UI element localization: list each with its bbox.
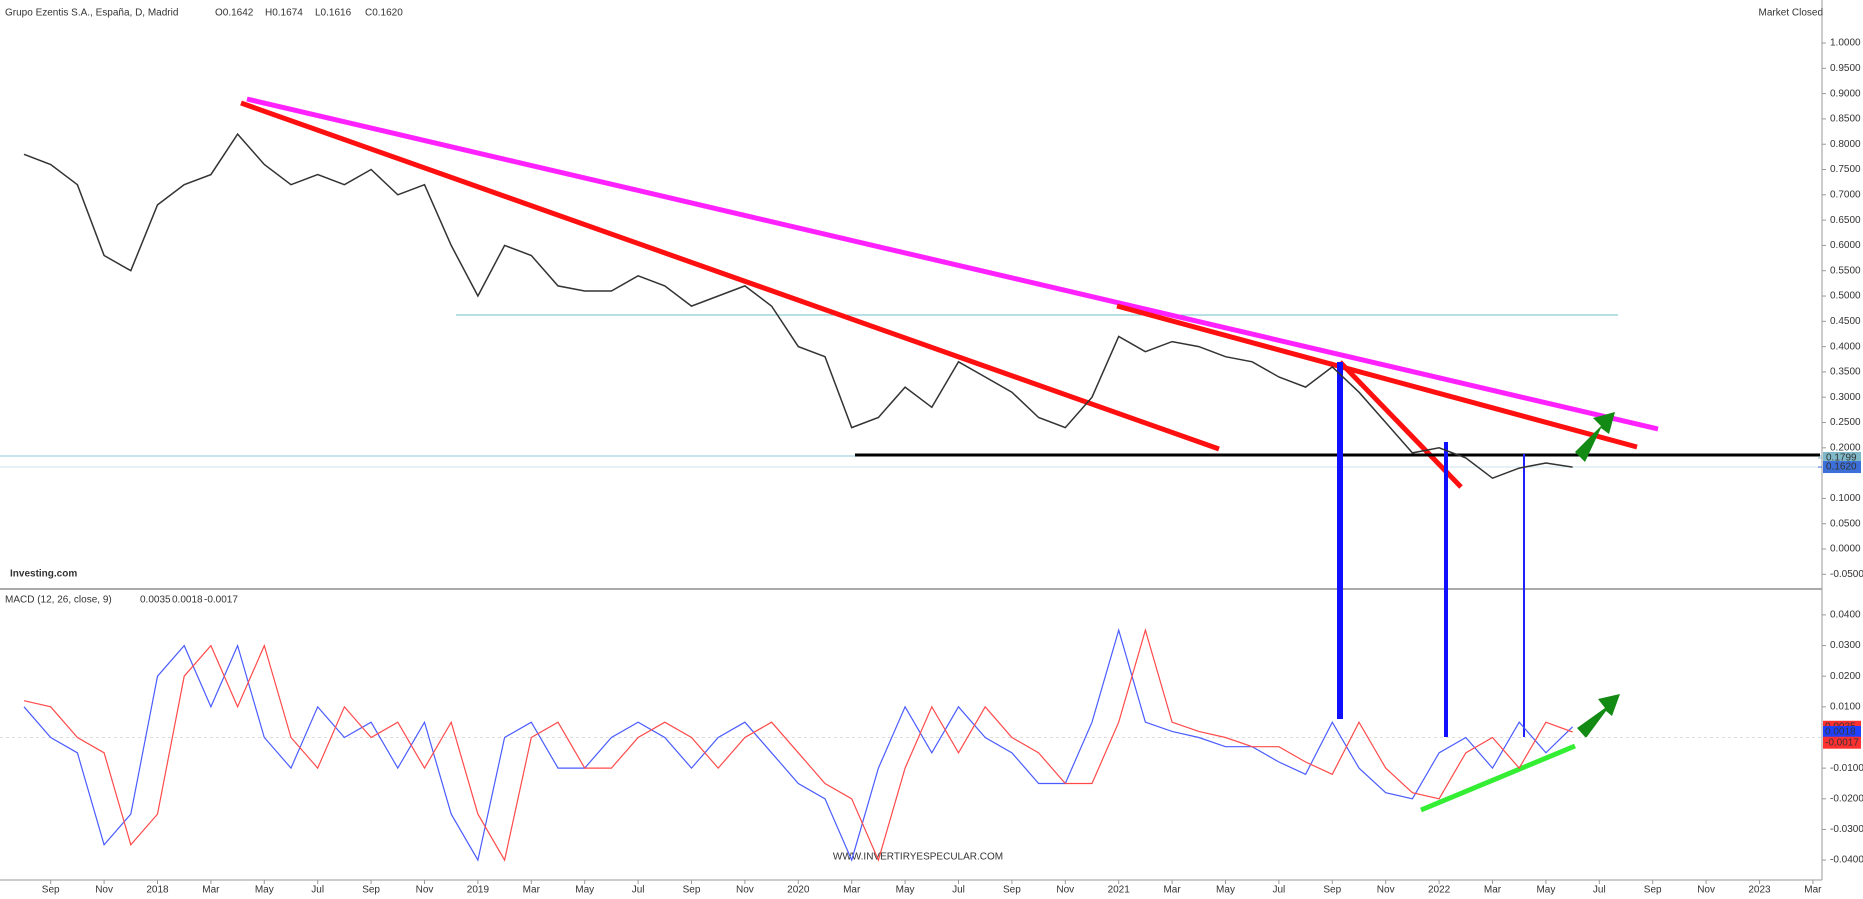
y-tick-label: 0.6000 [1830, 240, 1861, 251]
x-tick-label: Jul [311, 885, 324, 896]
y-tick-label: 1.0000 [1830, 38, 1861, 49]
x-tick-label: Mar [523, 885, 541, 896]
chart-title: Grupo Ezentis S.A., España, D, Madrid [5, 8, 178, 19]
x-tick-label: 2021 [1108, 885, 1131, 896]
indicator-line [23, 628, 1574, 862]
x-tick-label: Mar [1163, 885, 1181, 896]
legend-value: 0.0018 [172, 595, 203, 606]
y-tick-label: 0.0200 [1830, 671, 1861, 682]
ohlc-value: O0.1642 [215, 8, 254, 19]
x-tick-label: Sep [683, 885, 701, 896]
trend-line [1116, 303, 1638, 450]
y-tick-label: 0.2000 [1830, 442, 1861, 453]
x-tick-label: Sep [1644, 885, 1662, 896]
y-tick-label: 0.5000 [1830, 291, 1861, 302]
indicator-title: MACD (12, 26, close, 9) [5, 595, 112, 606]
y-tick-label: 0.4500 [1830, 316, 1861, 327]
x-tick-label: Mar [202, 885, 220, 896]
x-tick-label: May [1216, 885, 1235, 896]
y-tick-label: 0.0000 [1830, 544, 1861, 555]
x-tick-label: Jul [952, 885, 965, 896]
x-tick-label: Mar [1484, 885, 1502, 896]
trend-line [1420, 743, 1576, 813]
x-tick-label: Nov [416, 885, 434, 896]
trend-line [246, 96, 1659, 432]
x-tick-label: Nov [1056, 885, 1074, 896]
value-tag [1823, 736, 1861, 749]
x-tick-label: Jul [1593, 885, 1606, 896]
x-tick-label: 2023 [1748, 885, 1771, 896]
value-tag-label: 0.1620 [1826, 462, 1857, 473]
x-tick-label: Sep [1003, 885, 1021, 896]
ohlc-value: H0.1674 [265, 8, 303, 19]
y-tick-label: 0.1000 [1830, 493, 1861, 504]
y-tick-label: 0.9000 [1830, 88, 1861, 99]
x-tick-label: Jul [1273, 885, 1286, 896]
legend-value: 0.0035 [140, 595, 171, 606]
x-tick-label: Sep [362, 885, 380, 896]
y-tick-label: -0.0400 [1830, 855, 1863, 866]
y-tick-label: 0.3500 [1830, 367, 1861, 378]
y-tick-label: 0.8000 [1830, 139, 1861, 150]
value-tag [1823, 461, 1861, 474]
x-tick-label: Nov [1377, 885, 1395, 896]
y-tick-label: -0.0100 [1830, 763, 1863, 774]
y-tick-label: 0.7000 [1830, 189, 1861, 200]
brand: Investing.com [10, 569, 77, 580]
y-tick-label: 0.2500 [1830, 417, 1861, 428]
y-tick-label: 0.8500 [1830, 114, 1861, 125]
x-tick-label: Sep [1323, 885, 1341, 896]
y-tick-label: 0.0500 [1830, 518, 1861, 529]
x-tick-label: May [896, 885, 915, 896]
ohlc-value: C0.1620 [365, 8, 403, 19]
x-tick-label: May [575, 885, 594, 896]
arrow [1575, 412, 1615, 462]
price-line [23, 132, 1573, 480]
y-tick-label: 0.5500 [1830, 265, 1861, 276]
value-tag [1823, 451, 1861, 464]
y-tick-label: 0.6500 [1830, 215, 1861, 226]
y-tick-label: -0.0200 [1830, 793, 1863, 804]
y-tick-label: 0.0100 [1830, 701, 1861, 712]
x-tick-label: May [1536, 885, 1555, 896]
value-tag-label: 0.1799 [1826, 453, 1857, 464]
x-tick-label: Mar [843, 885, 861, 896]
x-tick-label: Sep [42, 885, 60, 896]
value-tag-label: -0.0017 [1825, 737, 1859, 748]
trend-line [1338, 360, 1463, 489]
trend-line [240, 100, 1220, 452]
y-tick-label: -0.0300 [1830, 824, 1863, 835]
y-tick-label: 0.0300 [1830, 640, 1861, 651]
y-tick-label: -0.0500 [1830, 569, 1863, 580]
y-tick-label: 0.9500 [1830, 63, 1861, 74]
indicator-line [23, 628, 1573, 862]
x-tick-label: Jul [632, 885, 645, 896]
x-tick-label: 2019 [467, 885, 490, 896]
x-tick-label: 2022 [1428, 885, 1451, 896]
y-tick-label: 0.0400 [1830, 610, 1861, 621]
x-tick-label: May [255, 885, 274, 896]
y-tick-label: 0.7500 [1830, 164, 1861, 175]
y-tick-label: 0.3000 [1830, 392, 1861, 403]
arrow [1577, 694, 1620, 738]
x-tick-label: Nov [95, 885, 113, 896]
x-tick-label: 2018 [146, 885, 169, 896]
x-tick-label: Nov [1697, 885, 1715, 896]
watermark: WWW.INVERTIRYESPECULAR.COM [833, 852, 1003, 863]
x-tick-label: 2020 [787, 885, 810, 896]
value-tag [1823, 725, 1861, 738]
ohlc-value: L0.1616 [315, 8, 352, 19]
y-tick-label: 0.4000 [1830, 341, 1861, 352]
x-tick-label: Mar [1804, 885, 1822, 896]
legend-value: -0.0017 [204, 595, 238, 606]
x-tick-label: Nov [736, 885, 754, 896]
status: Market Closed [1759, 8, 1823, 19]
value-tag-label: 0.0018 [1825, 727, 1856, 738]
